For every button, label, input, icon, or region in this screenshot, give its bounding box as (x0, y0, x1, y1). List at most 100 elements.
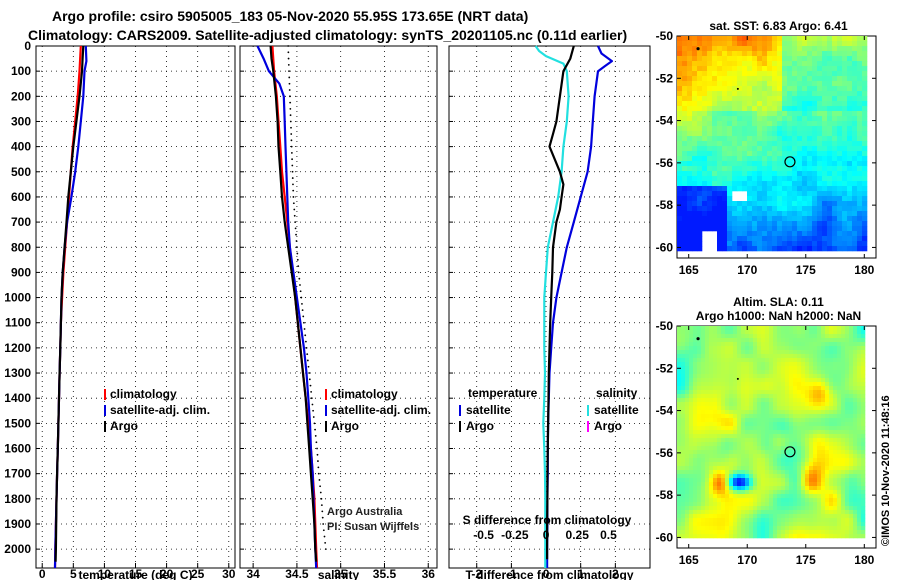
map-cell (702, 161, 708, 167)
map-cell (801, 334, 806, 339)
map-cell (797, 382, 802, 387)
map-cell (821, 534, 826, 539)
map-cell (821, 522, 826, 527)
map-cell (757, 146, 763, 152)
map-cell (847, 61, 853, 67)
map-cell (682, 181, 688, 187)
map-cell (842, 51, 848, 57)
map-cell (717, 362, 722, 367)
map-cell (821, 470, 826, 475)
dotted-series-point (304, 334, 307, 337)
dotted-series-point (289, 101, 292, 104)
map-cell (809, 378, 814, 383)
map-cell (717, 46, 723, 52)
map-cell (809, 510, 814, 515)
map-cell (857, 141, 863, 147)
map-cell (721, 466, 726, 471)
map-cell (732, 176, 738, 182)
map-cell (789, 342, 794, 347)
map-cell (829, 366, 834, 371)
map-cell (701, 334, 706, 339)
map-cell (705, 482, 710, 487)
map-cell (842, 36, 848, 42)
map-cell (793, 334, 798, 339)
map-cell (847, 101, 853, 107)
map-cell (781, 534, 786, 539)
dotted-series-point (290, 126, 292, 129)
map-cell (733, 470, 738, 475)
map-cell (773, 446, 778, 451)
map-cell (707, 46, 713, 52)
map-cell (769, 426, 774, 431)
map-cell (852, 186, 858, 192)
map-cell (837, 506, 842, 511)
map-cell (862, 141, 868, 147)
map-cell (821, 442, 826, 447)
map-cell (817, 370, 822, 375)
map-cell (701, 394, 706, 399)
map-cell (697, 111, 703, 117)
map-cell (837, 470, 842, 475)
map-cell (793, 522, 798, 527)
map-cell (709, 458, 714, 463)
map-cell (781, 522, 786, 527)
map-cell (781, 450, 786, 455)
map-cell (827, 221, 833, 227)
map-cell (817, 101, 823, 107)
map-cell (753, 418, 758, 423)
map-cell (687, 51, 693, 57)
map-cell (707, 111, 713, 117)
map-cell (853, 470, 858, 475)
map-cell (817, 191, 823, 197)
map-cell (721, 490, 726, 495)
map-cell (817, 350, 822, 355)
map-cell (705, 350, 710, 355)
map-cell (702, 51, 708, 57)
map-cell (747, 216, 753, 222)
map-cell (772, 151, 778, 157)
map-cell (741, 414, 746, 419)
map-cell (852, 181, 858, 187)
map-cell (733, 478, 738, 483)
map-cell (682, 51, 688, 57)
map-cell (697, 66, 703, 72)
map-cell (833, 530, 838, 535)
map-cell (821, 458, 826, 463)
map-cell (832, 186, 838, 192)
map-cell (733, 422, 738, 427)
map-cell (677, 494, 682, 499)
map-cell (753, 502, 758, 507)
map-cell (709, 386, 714, 391)
map-cell (733, 394, 738, 399)
map-cell (765, 414, 770, 419)
map-cell (701, 358, 706, 363)
map-cell (722, 206, 728, 212)
map-cell (802, 96, 808, 102)
map-cell (709, 454, 714, 459)
map-cell (725, 398, 730, 403)
map-cell (742, 121, 748, 127)
map-cell (797, 226, 803, 232)
map-cell (852, 226, 858, 232)
map-cell (841, 386, 846, 391)
map-cell (681, 330, 686, 335)
map-cell (812, 81, 818, 87)
map-cell (845, 342, 850, 347)
map-cell (717, 422, 722, 427)
map-cell (809, 490, 814, 495)
map-cell (757, 56, 763, 62)
map-cell (729, 446, 734, 451)
map-cell (753, 478, 758, 483)
map-cell (705, 530, 710, 535)
map-cell (782, 156, 788, 162)
legend-label: Argo (331, 419, 359, 433)
map-cell (689, 518, 694, 523)
map-cell (837, 398, 842, 403)
map-cell (793, 374, 798, 379)
map-cell (833, 370, 838, 375)
map-cell (817, 206, 823, 212)
map-cell (765, 510, 770, 515)
map-cell (827, 106, 833, 112)
map-cell (757, 206, 763, 212)
map-cell (797, 56, 803, 62)
